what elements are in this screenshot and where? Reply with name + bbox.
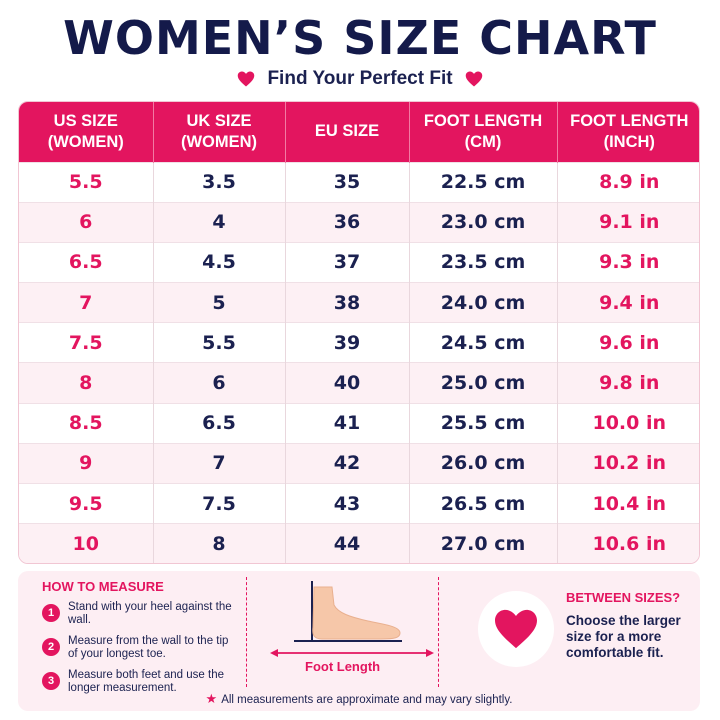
size-table: US SIZE (WOMEN) UK SIZE (WOMEN) EU SIZE …: [18, 101, 700, 564]
measure-steps: 1 Stand with your heel against the wall.…: [42, 601, 232, 703]
us-size-cell: 8.5: [19, 402, 154, 444]
uk-size-cell: 7.5: [153, 482, 286, 524]
measure-step: 2 Measure from the wall to the tip of yo…: [42, 635, 232, 663]
foot-length-diagram: [250, 575, 440, 685]
foot-length-inch-cell: 9.4 in: [557, 282, 699, 323]
foot-length-label: Foot Length: [305, 659, 381, 674]
step-number-badge: 1: [42, 604, 60, 622]
us-size-cell: 7.5: [19, 322, 154, 363]
foot-length-cm-cell: 23.5 cm: [409, 241, 558, 283]
us-size-cell: 6: [19, 201, 154, 243]
us-size-cell: 10: [19, 523, 154, 563]
eu-size-cell: 42: [285, 442, 410, 484]
uk-size-cell: 5.5: [153, 322, 286, 363]
uk-size-cell: 6.5: [153, 402, 286, 444]
column-header-foot-length-cm: FOOT LENGTH (CM): [409, 102, 558, 162]
eu-size-cell: 41: [285, 402, 410, 444]
column-header-eu-size: EU SIZE: [285, 102, 410, 162]
foot-length-inch-cell: 9.3 in: [557, 241, 699, 283]
foot-icon: [270, 581, 434, 657]
uk-size-cell: 5: [153, 282, 286, 323]
uk-size-cell: 8: [153, 523, 286, 563]
between-sizes-title: BETWEEN SIZES?: [566, 590, 681, 605]
table-row: 10 8 44 27.0 cm 10.6 in: [19, 523, 699, 563]
foot-length-cm-cell: 22.5 cm: [409, 161, 558, 203]
subtitle-row: Find Your Perfect Fit: [0, 64, 720, 94]
step-number-badge: 2: [42, 638, 60, 656]
uk-size-cell: 7: [153, 442, 286, 484]
eu-size-cell: 36: [285, 201, 410, 243]
table-row: 8 6 40 25.0 cm 9.8 in: [19, 362, 699, 404]
eu-size-cell: 35: [285, 161, 410, 203]
eu-size-cell: 38: [285, 282, 410, 323]
us-size-cell: 8: [19, 362, 154, 404]
step-text: Stand with your heel against the wall.: [68, 601, 232, 626]
measure-step: 1 Stand with your heel against the wall.: [42, 601, 232, 629]
eu-size-cell: 39: [285, 322, 410, 363]
uk-size-cell: 3.5: [153, 161, 286, 203]
heart-icon: [465, 70, 483, 88]
us-size-cell: 7: [19, 282, 154, 323]
foot-length-inch-cell: 10.4 in: [557, 482, 699, 524]
table-body: 5.5 3.5 35 22.5 cm 8.9 in 6 4 36 23.0 cm 9.1 in 6.…: [19, 161, 699, 563]
foot-length-inch-cell: 9.1 in: [557, 201, 699, 243]
foot-length-cm-cell: 26.5 cm: [409, 482, 558, 524]
column-header-uk-size: UK SIZE (WOMEN): [153, 102, 286, 162]
heart-icon: [495, 609, 537, 649]
foot-length-cm-cell: 24.5 cm: [409, 322, 558, 363]
star-icon: ★: [205, 691, 218, 706]
table-row: 7 5 38 24.0 cm 9.4 in: [19, 282, 699, 323]
foot-length-cm-cell: 26.0 cm: [409, 442, 558, 484]
foot-length-cm-cell: 25.5 cm: [409, 402, 558, 444]
table-row: 8.5 6.5 41 25.5 cm 10.0 in: [19, 402, 699, 444]
measure-info-panel: HOW TO MEASURE 1 Stand with your heel ag…: [18, 571, 700, 711]
dashed-divider: [246, 577, 247, 687]
foot-length-cm-cell: 27.0 cm: [409, 523, 558, 563]
eu-size-cell: 43: [285, 482, 410, 524]
us-size-cell: 9: [19, 442, 154, 484]
foot-length-inch-cell: 10.6 in: [557, 523, 699, 563]
foot-length-inch-cell: 8.9 in: [557, 161, 699, 203]
table-row: 5.5 3.5 35 22.5 cm 8.9 in: [19, 161, 699, 203]
step-number-badge: 3: [42, 672, 60, 690]
disclaimer-text: All measurements are approximate and may…: [221, 694, 513, 706]
heart-icon: [237, 70, 255, 88]
page-title: WOMEN’S SIZE CHART: [63, 11, 657, 65]
us-size-cell: 6.5: [19, 241, 154, 283]
us-size-cell: 9.5: [19, 482, 154, 524]
table-row: 7.5 5.5 39 24.5 cm 9.6 in: [19, 322, 699, 363]
foot-length-inch-cell: 9.8 in: [557, 362, 699, 404]
us-size-cell: 5.5: [19, 161, 154, 203]
foot-length-cm-cell: 24.0 cm: [409, 282, 558, 323]
foot-length-cm-cell: 23.0 cm: [409, 201, 558, 243]
uk-size-cell: 4: [153, 201, 286, 243]
dashed-divider: [438, 577, 439, 687]
table-row: 6 4 36 23.0 cm 9.1 in: [19, 201, 699, 243]
heart-badge: [478, 591, 554, 667]
disclaimer: ★ All measurements are approximate and ma…: [18, 691, 700, 707]
table-row: 9 7 42 26.0 cm 10.2 in: [19, 442, 699, 484]
measure-step: 3 Measure both feet and use the longer m…: [42, 669, 232, 697]
foot-length-cm-cell: 25.0 cm: [409, 362, 558, 404]
column-header-us-size: US SIZE (WOMEN): [19, 102, 154, 162]
uk-size-cell: 6: [153, 362, 286, 404]
eu-size-cell: 40: [285, 362, 410, 404]
foot-length-inch-cell: 9.6 in: [557, 322, 699, 363]
table-row: 9.5 7.5 43 26.5 cm 10.4 in: [19, 482, 699, 524]
how-to-measure-title: HOW TO MEASURE: [42, 579, 164, 594]
step-text: Measure both feet and use the longer mea…: [68, 669, 224, 694]
page-subtitle: Find Your Perfect Fit: [267, 68, 453, 89]
step-text: Measure from the wall to the tip of your…: [68, 635, 229, 660]
column-header-foot-length-inch: FOOT LENGTH (INCH): [557, 102, 699, 162]
table-header-row: US SIZE (WOMEN) UK SIZE (WOMEN) EU SIZE …: [19, 102, 699, 162]
eu-size-cell: 44: [285, 523, 410, 563]
table-row: 6.5 4.5 37 23.5 cm 9.3 in: [19, 241, 699, 283]
uk-size-cell: 4.5: [153, 241, 286, 283]
foot-length-inch-cell: 10.2 in: [557, 442, 699, 484]
foot-length-inch-cell: 10.0 in: [557, 402, 699, 444]
eu-size-cell: 37: [285, 241, 410, 283]
between-sizes-text: Choose the larger size for a more comfor…: [566, 613, 681, 660]
